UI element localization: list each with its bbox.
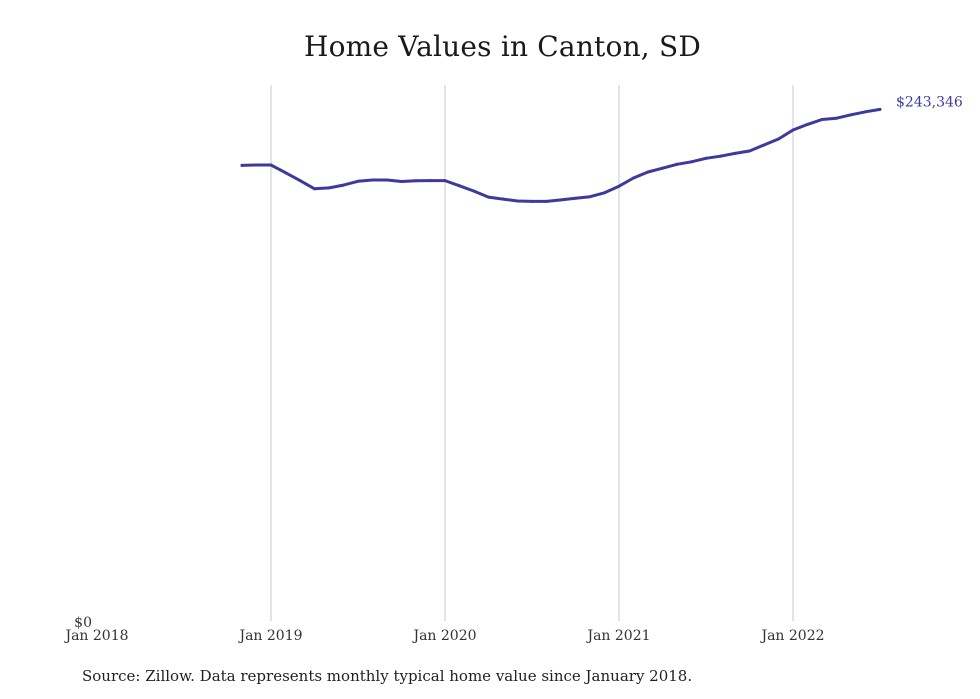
end-value-label: $243,346 (896, 94, 963, 110)
data-point (472, 189, 476, 193)
source-note: Source: Zillow. Data represents monthly … (82, 667, 693, 685)
data-point (878, 107, 882, 111)
data-point (400, 180, 403, 183)
x-tick-label: Jan 2019 (237, 628, 302, 644)
chart-title: Home Values in Canton, SD (303, 30, 702, 63)
data-point (269, 163, 273, 167)
data-point (748, 149, 751, 153)
data-point (429, 179, 432, 183)
data-points (240, 107, 882, 203)
data-point (443, 179, 447, 183)
data-point (661, 166, 664, 170)
data-point (588, 195, 592, 199)
data-point (719, 154, 722, 158)
data-point (414, 179, 418, 183)
y-tick-label: $0 (74, 615, 92, 631)
data-point (487, 195, 490, 199)
data-point (632, 176, 635, 180)
data-point (574, 196, 577, 200)
data-point (371, 178, 374, 182)
data-point (559, 198, 563, 202)
x-tick-label: Jan 2020 (411, 628, 476, 644)
data-point (849, 113, 853, 117)
data-point (733, 151, 737, 155)
data-point (327, 186, 331, 190)
data-point (284, 171, 287, 175)
axis-labels: Jan 2018 Jan 2019 Jan 2020 Jan 2021 Jan 2022… (63, 94, 962, 644)
data-point (617, 184, 621, 188)
data-point (791, 128, 795, 132)
data-point (530, 199, 534, 203)
data-point (603, 191, 606, 195)
data-point (762, 143, 766, 147)
data-point (458, 184, 461, 188)
data-point (313, 187, 316, 191)
x-tick-label: Jan 2021 (585, 628, 650, 644)
data-point (820, 118, 824, 121)
data-point (501, 197, 505, 201)
data-point (240, 163, 244, 167)
data-point (704, 156, 708, 160)
data-point (835, 116, 838, 120)
data-point (806, 122, 809, 126)
data-point (342, 183, 345, 187)
x-tick-label: Jan 2018 (63, 628, 128, 644)
data-point (516, 199, 519, 203)
data-point (646, 170, 650, 174)
data-point (255, 163, 258, 167)
data-point (777, 137, 780, 141)
data-point (864, 110, 867, 114)
data-point (545, 199, 548, 203)
data-point (298, 179, 302, 183)
series-line-0 (240, 107, 882, 203)
x-tick-label: Jan 2022 (759, 628, 824, 644)
series-layer (240, 107, 882, 203)
data-point (690, 160, 693, 164)
data-point (385, 178, 389, 182)
gridlines (270, 85, 794, 621)
data-point (356, 179, 360, 183)
data-point (675, 162, 679, 166)
